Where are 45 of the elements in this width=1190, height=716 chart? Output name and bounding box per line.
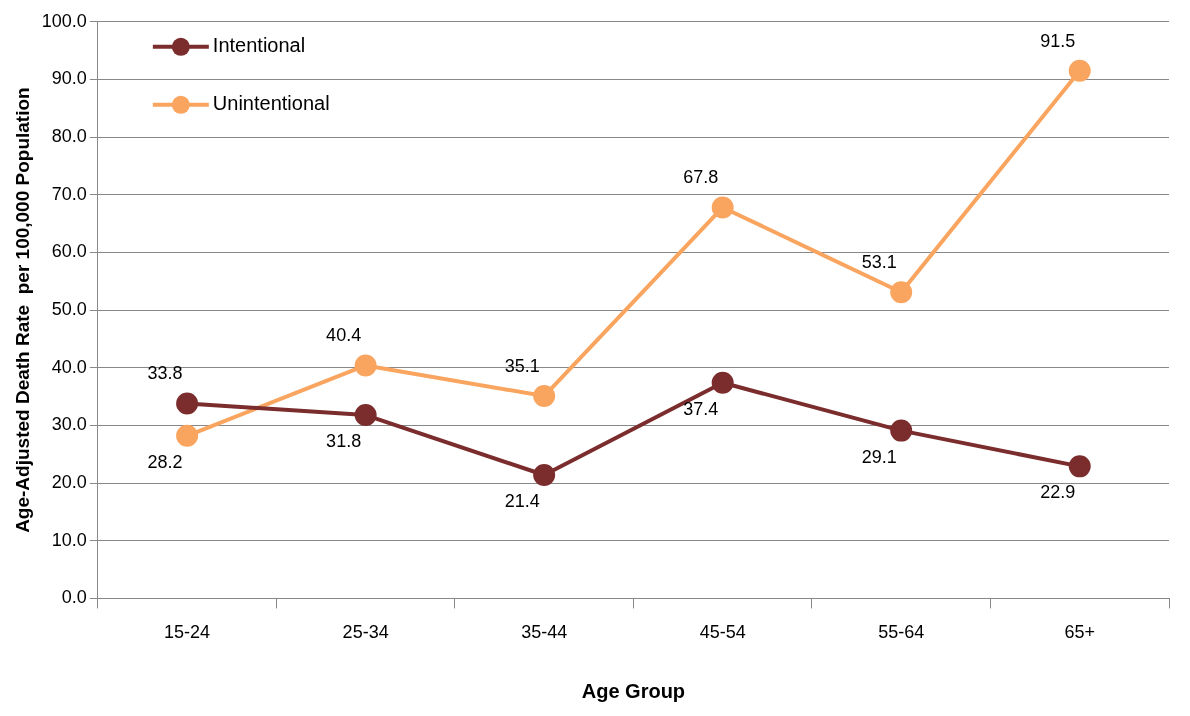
x-tick-label: 45-54 [699,622,746,643]
y-tick-label: 30.0 [51,414,87,435]
x-tick-label: 35-44 [521,622,568,643]
data-label: 21.4 [504,490,540,511]
point [1068,455,1091,478]
data-label: 35.1 [504,355,540,376]
data-label: 28.2 [147,451,183,472]
y-tick-label: 10.0 [51,529,87,550]
y-tick-label: 90.0 [51,68,87,89]
y-tick-label: 80.0 [51,126,87,147]
point [711,371,734,394]
y-tick-label: 70.0 [51,183,87,204]
data-label: 40.4 [326,325,362,346]
x-tick-label: 65+ [1064,622,1096,643]
y-axis-title: Age-Adjusted Death Rate per 100,000 Population [11,87,33,533]
point [533,385,556,408]
point [890,281,913,304]
x-axis-title: Age Group [581,679,686,702]
y-tick-label: 40.0 [51,356,87,377]
x-tick-label: 55-64 [878,622,925,643]
x-tick-label: 15-24 [164,622,211,643]
point [354,354,377,377]
y-tick-label: 20.0 [51,472,87,493]
y-tick-label: 0.0 [61,587,87,608]
data-label: 53.1 [861,252,897,273]
y-tick-label: 100.0 [41,10,87,31]
data-label: 67.8 [683,167,719,188]
point [176,424,199,447]
data-label: 91.5 [1040,30,1076,51]
y-tick-label: 60.0 [51,241,87,262]
x-tick-label: 25-34 [342,622,389,643]
point [354,404,377,427]
legend-label: Intentional [212,34,306,57]
legend-label: Unintentional [212,92,330,115]
point [1068,59,1091,82]
y-tick-label: 50.0 [51,299,87,320]
data-label: 33.8 [147,363,183,384]
point [176,392,199,415]
point [533,464,556,487]
data-label: 22.9 [1040,482,1076,503]
data-label: 31.8 [326,431,362,452]
point [890,419,913,442]
point [711,196,734,219]
data-label: 29.1 [861,446,897,467]
data-label: 37.4 [683,398,719,419]
